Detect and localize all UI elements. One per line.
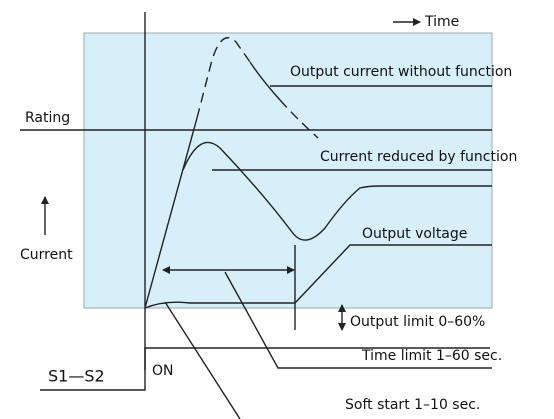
output-current-without-function-label: Output current without function xyxy=(290,64,512,80)
on-label: ON xyxy=(152,363,174,379)
current-reduced-label: Current reduced by function xyxy=(320,149,517,165)
leader xyxy=(164,301,241,419)
soft-start-label: Soft start 1–10 sec. xyxy=(345,397,480,413)
output-voltage-curve xyxy=(144,244,492,309)
leader xyxy=(224,271,492,369)
unlimited-current-rise xyxy=(144,117,198,309)
reduced-current-curve xyxy=(182,141,492,241)
current-label: Current xyxy=(20,247,73,263)
switch-signal xyxy=(40,347,490,391)
time-label: Time xyxy=(424,14,459,30)
signal-label: S1—S2 xyxy=(48,367,105,386)
unlimited-current-peak xyxy=(196,37,251,119)
unlimited-current-tail xyxy=(279,99,319,139)
rating-label: Rating xyxy=(25,110,70,126)
unlimited-current-fall xyxy=(249,61,281,101)
output-limit-label: Output limit 0–60% xyxy=(350,314,485,330)
time-limit-label: Time limit 1–60 sec. xyxy=(361,348,502,364)
output-voltage-label: Output voltage xyxy=(362,226,467,242)
